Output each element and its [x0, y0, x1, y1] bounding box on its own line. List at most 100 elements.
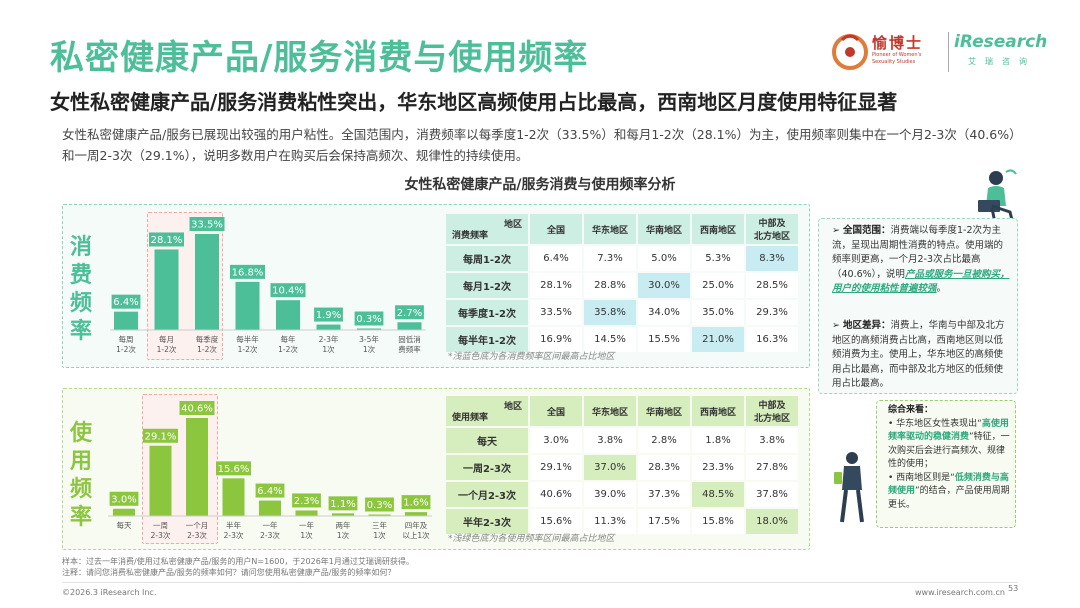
- usage-category-label-0-0: 每天: [117, 520, 132, 530]
- usage-value-label-bg-8: [401, 495, 431, 510]
- usage-table-cell-1-2: 28.3%: [638, 455, 690, 480]
- consumption-category-label-7-0: 固低消: [398, 334, 421, 344]
- usage-table-cell-1-0: 29.1%: [530, 455, 582, 480]
- consumption-table-cell-1-1: 28.8%: [584, 273, 636, 298]
- usage-bar-4: [259, 500, 281, 516]
- usage-value-label-7: 0.3%: [367, 500, 392, 511]
- insight-national-highlight: 产品或服务一旦被购买，用户的使用粘性普遍较强: [832, 268, 1010, 295]
- consumption-table-col-header-2: 华南地区: [638, 214, 690, 244]
- usage-value-label-0: 3.0%: [111, 494, 136, 505]
- footer-website: www.iresearch.com.cn: [915, 588, 1005, 597]
- usage-table-row-header-0: 每天: [446, 428, 528, 453]
- usage-table-row-header-3: 半年2-3次: [446, 509, 528, 534]
- dr-yu-logo-icon: [832, 34, 868, 70]
- usage-category-label-3-1: 2-3次: [224, 530, 244, 540]
- usage-value-label-2: 40.6%: [181, 404, 213, 415]
- insight-national-region-box: [818, 218, 1018, 394]
- consumption-category-label-1-0: 每月: [159, 334, 174, 344]
- consumption-table-cell-0-3: 5.3%: [692, 246, 744, 271]
- usage-bar-3: [222, 478, 245, 516]
- consumption-table: 地区 消费频率 全国 华东地区 华南地区 西南地区 中部及 北方地区 每周1-2次 6.4% 7.3…: [444, 212, 800, 354]
- woman-with-laptop-illustration-icon: [978, 169, 1017, 229]
- usage-table-row-0: 每天 3.0% 3.8% 2.8% 1.8% 3.8%: [446, 428, 798, 453]
- consumption-table-corner-header: 地区 消费频率: [446, 214, 528, 244]
- consumption-table-corner-col-label: 地区: [503, 220, 522, 230]
- insight-region-text: 消费上，华南与中部及北方地区的高频消费占比高，西南地区则以低频消费为主。使用上，…: [832, 320, 1005, 389]
- usage-table-cell-3-2: 17.5%: [638, 509, 690, 534]
- usage-category-label-7-1: 1次: [373, 530, 386, 540]
- consumption-category-label-5-1: 1次: [322, 344, 335, 354]
- consumption-table-cell-3-2: 15.5%: [638, 327, 690, 352]
- usage-category-label-7-0: 三年: [372, 520, 387, 530]
- insight-summary-2-highlight: 低频消费与高频使用: [888, 472, 1009, 497]
- dr-yu-logo-subtext: Pioneer of Women's Sexuality Studies: [872, 52, 922, 65]
- consumption-section-label: 消费频率: [68, 234, 94, 346]
- consumption-value-label-6: 0.3%: [356, 314, 381, 325]
- consumption-category-label-7-1: 费频率: [398, 344, 421, 354]
- person-with-phone-illustration-icon: [834, 452, 864, 523]
- usage-table-cell-1-3: 23.3%: [692, 455, 744, 480]
- consumption-value-label-bg-6: [354, 311, 384, 326]
- consumption-table-row-2: 每季度1-2次 33.5% 35.8% 34.0% 35.0% 29.3%: [446, 300, 798, 325]
- footer-page-number: 53: [1008, 584, 1019, 593]
- usage-table-note: *浅绿色底为各使用频率区间最高占比地区: [448, 534, 615, 544]
- usage-bar-5: [295, 510, 318, 516]
- usage-table-cell-0-1: 3.8%: [584, 428, 636, 453]
- usage-table-col-header-2: 华南地区: [638, 396, 690, 426]
- insight-summary-1a: 华东地区女性表现出“: [896, 418, 982, 429]
- usage-category-label-5-1: 1次: [300, 530, 313, 540]
- usage-table-cell-0-2: 2.8%: [638, 428, 690, 453]
- consumption-table-cell-2-3: 35.0%: [692, 300, 744, 325]
- dr-yu-logo-text: 愉博士: [872, 34, 924, 52]
- consumption-table-cell-2-4: 29.3%: [746, 300, 798, 325]
- consumption-table-cell-3-1: 14.5%: [584, 327, 636, 352]
- consumption-table-cell-2-1: 35.8%: [584, 300, 636, 325]
- usage-value-label-5: 2.3%: [294, 496, 319, 507]
- usage-table-cell-2-1: 39.0%: [584, 482, 636, 507]
- consumption-category-label-2-0: 每季度: [196, 334, 219, 344]
- insight-summary-2b: ”的结合，产品使用周期更长。: [888, 486, 1010, 510]
- consumption-table-cell-1-0: 28.1%: [530, 273, 582, 298]
- insight-national: ➢ 全国范围：消费端以每季度1-2次为主流，呈现出周期性消费的特点。使用端的频率…: [832, 225, 1010, 295]
- insight-summary-box: [876, 400, 1016, 528]
- usage-value-label-3: 15.6%: [218, 464, 250, 475]
- intro-paragraph: 女性私密健康产品/服务已展现出较强的用户粘性。全国范围内，消费频率以每季度1-2…: [62, 127, 1022, 163]
- consumption-value-label-bg-7: [395, 305, 424, 320]
- consumption-table-col-header-3: 西南地区: [692, 214, 744, 244]
- usage-value-label-bg-2: [179, 401, 215, 415]
- usage-category-label-8-1: 以上1次: [402, 530, 430, 540]
- consumption-table-row-header-2: 每季度1-2次: [446, 300, 528, 325]
- usage-table-col-header-1: 华东地区: [584, 396, 636, 426]
- usage-category-label-1-0: 一周: [153, 521, 168, 530]
- logo-divider: [948, 32, 949, 72]
- consumption-bar-5: [316, 324, 341, 330]
- consumption-table-row-0: 每周1-2次 6.4% 7.3% 5.0% 5.3% 8.3%: [446, 246, 798, 271]
- usage-bar-0: [113, 508, 135, 516]
- usage-table-cell-3-0: 15.6%: [530, 509, 582, 534]
- insight-summary-title: 综合来看：: [888, 405, 934, 415]
- usage-category-label-6-0: 两年: [336, 520, 351, 530]
- consumption-category-label-4-1: 1-2次: [278, 344, 298, 354]
- usage-table-cell-1-1: 37.0%: [584, 455, 636, 480]
- usage-value-label-bg-3: [216, 461, 251, 476]
- consumption-table-cell-3-3: 21.0%: [692, 327, 744, 352]
- consumption-table-cell-1-3: 25.0%: [692, 273, 744, 298]
- footer-sample: 样本：过去一年消费/使用过私密健康产品/服务的用户N=1600，于2026年1月…: [62, 557, 414, 566]
- consumption-bar-6: [357, 328, 381, 330]
- consumption-table-cell-0-0: 6.4%: [530, 246, 582, 271]
- usage-category-label-6-1: 1次: [337, 530, 350, 540]
- usage-table-cell-3-1: 11.3%: [584, 509, 636, 534]
- consumption-value-label-bg-5: [314, 307, 343, 322]
- consumption-category-label-2-1: 1-2次: [197, 344, 217, 354]
- footer-note: 注释：请问您消费私密健康产品/服务的频率如何？请问您使用私密健康产品/服务的频率…: [62, 568, 396, 577]
- insight-region-title: 地区差异：: [842, 320, 891, 331]
- consumption-table-row-3: 每半年1-2次 16.9% 14.5% 15.5% 21.0% 16.3%: [446, 327, 798, 352]
- consumption-category-label-0-1: 1-2次: [116, 344, 136, 354]
- consumption-table-col-header-1: 华东地区: [584, 214, 636, 244]
- consumption-bar-7: [397, 322, 422, 330]
- usage-table: 地区 使用频率 全国 华东地区 华南地区 西南地区 中部及 北方地区 每天 3.0% 3.8% 2.8…: [444, 394, 800, 536]
- usage-value-label-8: 1.6%: [403, 498, 428, 509]
- consumption-table-cell-0-4: 8.3%: [746, 246, 798, 271]
- insight-summary: 综合来看： • 华东地区女性表现出“高使用频率驱动的稳健消费”特征，一次购买后会…: [888, 405, 1010, 510]
- consumption-table-cell-3-4: 16.3%: [746, 327, 798, 352]
